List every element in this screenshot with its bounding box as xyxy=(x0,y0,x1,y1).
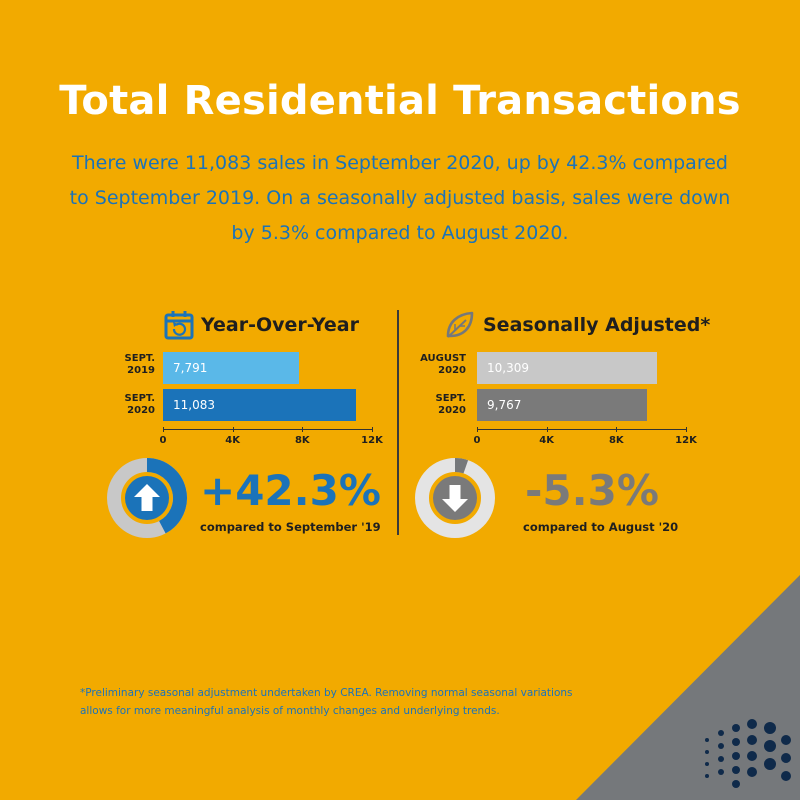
x-tick-label: 0 xyxy=(473,435,481,446)
x-axis-tick xyxy=(163,427,164,432)
logo-dot xyxy=(732,724,740,732)
logo-dot xyxy=(747,751,757,761)
logo-dot xyxy=(781,753,791,763)
bar-value-label: 10,309 xyxy=(487,361,529,375)
yoy-bar-sept-2020: 11,083 xyxy=(163,389,357,421)
x-tick-label: 8K xyxy=(608,435,624,446)
bar-value-label: 9,767 xyxy=(487,398,522,412)
sa-row-label-1: SEPT. 2020 xyxy=(435,393,466,416)
logo-dot xyxy=(764,722,776,734)
x-axis-tick xyxy=(372,427,373,432)
footnote: *Preliminary seasonal adjustment underta… xyxy=(80,684,640,720)
logo-dot xyxy=(718,743,724,749)
page-title: Total Residential Transactions xyxy=(59,78,741,124)
x-tick-label: 4K xyxy=(539,435,555,446)
x-tick-label: 4K xyxy=(225,435,241,446)
logo-dot xyxy=(718,730,724,736)
x-axis-tick xyxy=(686,427,687,432)
logo-dot xyxy=(718,756,724,762)
logo-dot xyxy=(732,752,740,760)
yoy-panel-title: Year-Over-Year xyxy=(164,310,359,340)
logo-dot xyxy=(705,750,709,754)
x-tick-label: 12K xyxy=(361,435,383,446)
logo-dot xyxy=(705,762,709,766)
arrow-down-icon xyxy=(442,485,468,512)
logo-dot xyxy=(747,719,757,729)
logo-dot xyxy=(732,738,740,746)
sa-bar-august-2020: 10,309 xyxy=(477,352,657,384)
sa-row-label-0: AUGUST 2020 xyxy=(420,353,466,376)
logo-dot xyxy=(781,771,791,781)
sa-change-donut xyxy=(415,457,495,538)
logo-dot xyxy=(732,766,740,774)
yoy-row-label-1: SEPT. 2020 xyxy=(124,393,155,416)
yoy-change-percent: +42.3% xyxy=(200,466,381,515)
x-tick-label: 8K xyxy=(294,435,310,446)
yoy-row-label-0: SEPT. 2019 xyxy=(124,353,155,376)
yoy-compared-text: compared to September '19 xyxy=(200,520,381,534)
sa-panel-title-label: Seasonally Adjusted* xyxy=(483,314,711,336)
logo-dot xyxy=(747,735,757,745)
x-axis-tick xyxy=(546,427,548,432)
x-axis-tick xyxy=(302,427,304,432)
logo-dot xyxy=(764,740,776,752)
sa-donut-arc xyxy=(454,457,469,474)
yoy-bar-sept-2019: 7,791 xyxy=(163,352,299,384)
x-tick-label: 0 xyxy=(159,435,167,446)
footnote-line-1: *Preliminary seasonal adjustment underta… xyxy=(80,687,573,699)
sa-compared-text: compared to August '20 xyxy=(523,520,679,534)
x-axis-tick xyxy=(477,427,478,432)
leaf-icon xyxy=(446,311,474,338)
logo-dot xyxy=(747,767,757,777)
logo-dot xyxy=(764,758,776,770)
sa-panel-title: Seasonally Adjusted* xyxy=(444,310,710,340)
x-axis-line xyxy=(477,429,686,430)
footnote-line-2: allows for more meaningful analysis of m… xyxy=(80,705,500,717)
logo-dot xyxy=(781,735,791,745)
yoy-donut-arc xyxy=(146,458,187,534)
logo-dot xyxy=(705,738,709,742)
panel-divider xyxy=(397,310,399,535)
x-tick-label: 12K xyxy=(675,435,697,446)
x-axis-tick xyxy=(616,427,618,432)
logo-dots-icon xyxy=(705,719,791,788)
bar-value-label: 11,083 xyxy=(173,398,215,412)
logo-dot xyxy=(732,780,740,788)
arrow-up-icon xyxy=(134,484,160,511)
calendar-icon xyxy=(164,311,194,340)
gray-corner-triangle xyxy=(576,575,800,800)
yoy-change-donut xyxy=(107,458,187,538)
x-axis-tick xyxy=(232,427,234,432)
logo-dot xyxy=(718,769,724,775)
sa-bar-sept-2020: 9,767 xyxy=(477,389,648,421)
bar-value-label: 7,791 xyxy=(173,361,208,375)
yoy-panel-title-label: Year-Over-Year xyxy=(201,314,359,336)
x-axis-line xyxy=(163,429,372,430)
intro-text: There were 11,083 sales in September 202… xyxy=(69,152,731,244)
logo-dot xyxy=(705,774,709,778)
sa-change-percent: -5.3% xyxy=(525,466,659,515)
